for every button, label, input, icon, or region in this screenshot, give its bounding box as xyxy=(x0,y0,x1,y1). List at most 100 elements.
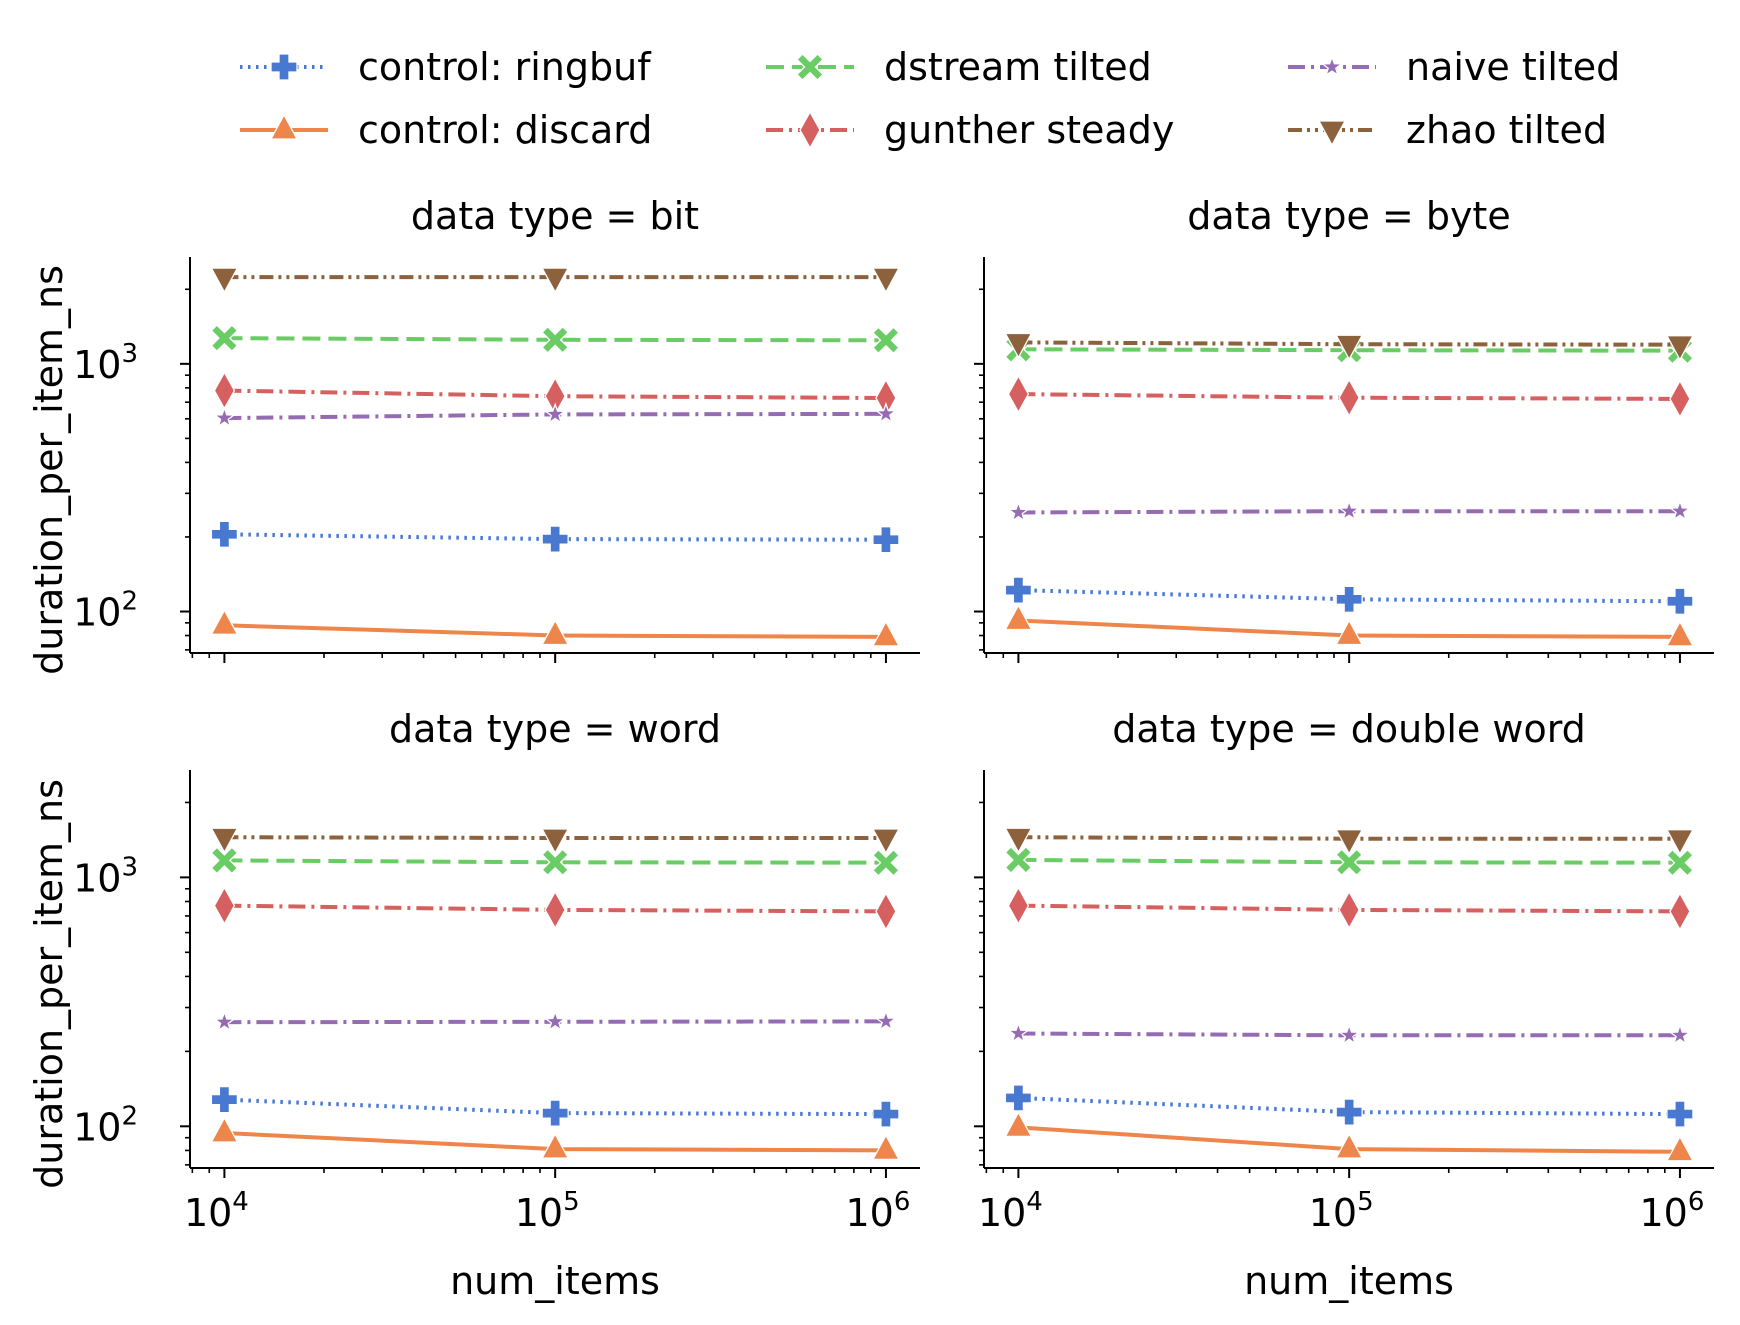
data-point xyxy=(875,892,897,931)
data-point xyxy=(1337,1023,1361,1046)
data-point xyxy=(541,1132,570,1159)
data-point xyxy=(1666,1100,1694,1128)
data-point xyxy=(871,1134,901,1161)
data-point xyxy=(210,1085,239,1114)
data-point xyxy=(210,1116,239,1143)
series-zhao-tilted xyxy=(1004,332,1695,362)
subplot-title: data type = double word xyxy=(1112,707,1586,751)
data-point xyxy=(1668,1023,1692,1046)
data-point xyxy=(871,620,901,647)
data-point xyxy=(1007,500,1030,523)
series-control-ringbuf xyxy=(210,1085,900,1128)
series-control-ringbuf xyxy=(1004,1084,1694,1128)
series-zhao-tilted xyxy=(210,267,901,294)
data-point xyxy=(1004,1084,1033,1112)
legend-marker-thin-diamond xyxy=(799,110,821,150)
series-control-ringbuf xyxy=(210,520,900,554)
data-point xyxy=(1665,335,1695,362)
legend: control: ringbuf control: discard dstream … xyxy=(240,45,1620,152)
data-point xyxy=(1335,585,1363,613)
series-gunther-steady xyxy=(213,886,897,931)
data-point xyxy=(1004,576,1033,604)
data-point xyxy=(541,325,570,354)
y-tick-label: 103 xyxy=(73,852,138,900)
data-point xyxy=(543,402,567,425)
y-tick-label: 103 xyxy=(73,339,138,387)
legend-marker-triangle-up xyxy=(269,113,299,140)
data-point xyxy=(1335,829,1364,856)
x-axis-label: num_items xyxy=(1244,1259,1454,1303)
y-tick-label: 102 xyxy=(73,587,138,635)
legend-label: gunther steady xyxy=(884,108,1174,152)
series-line xyxy=(224,858,886,865)
subplot-title: data type = word xyxy=(389,707,721,751)
series-control-discard xyxy=(1004,1111,1695,1162)
legend-marker-plus-filled xyxy=(270,53,298,81)
data-point xyxy=(1007,374,1030,414)
series-control-discard xyxy=(1004,604,1695,647)
data-point xyxy=(213,406,236,428)
legend-marker-x-filled xyxy=(796,53,824,81)
data-point xyxy=(210,846,239,875)
legend-item-gunther-steady: gunther steady xyxy=(766,108,1174,152)
data-point xyxy=(1668,499,1692,521)
data-point xyxy=(541,619,570,646)
data-point xyxy=(210,520,239,548)
subplot-data-type-bit: data type = bit 103 102duration_per_item_n… xyxy=(27,194,920,675)
series-gunther-steady xyxy=(1007,886,1691,931)
data-point xyxy=(541,848,570,877)
data-point xyxy=(1669,379,1691,419)
y-axis-label: duration_per_item_ns xyxy=(27,779,71,1189)
data-point xyxy=(1335,1132,1364,1159)
legend-item-control-discard: control: discard xyxy=(240,108,652,152)
legend-label: control: discard xyxy=(358,108,652,152)
data-point xyxy=(872,1100,900,1128)
legend-label: zhao tilted xyxy=(1406,108,1607,152)
data-point xyxy=(871,267,901,294)
legend-item-zhao-tilted: zhao tilted xyxy=(1288,108,1607,152)
series-line xyxy=(1018,340,1680,347)
data-point xyxy=(1338,890,1360,930)
series-dstream-tilted xyxy=(210,846,900,877)
data-point xyxy=(1669,892,1691,931)
x-axis-label: num_items xyxy=(450,1259,660,1303)
legend-item-control-ringbuf: control: ringbuf xyxy=(240,45,652,89)
series-naive-tilted xyxy=(1007,1021,1692,1046)
data-point xyxy=(872,326,900,355)
subplot-title: data type = bit xyxy=(411,194,699,238)
subplot-grid: data type = bit103102duration_per_item_n… xyxy=(27,194,1714,1303)
series-line xyxy=(224,835,886,840)
series-zhao-tilted xyxy=(1004,827,1695,856)
series-line xyxy=(1018,835,1680,841)
subplot-data-type-double-word: data type = double word 104 105 106 num_item… xyxy=(974,707,1714,1303)
series-gunther-steady xyxy=(213,371,897,418)
data-point xyxy=(213,1010,236,1032)
series-line xyxy=(1018,857,1680,865)
data-point xyxy=(1007,886,1030,925)
y-tick-label: 102 xyxy=(73,1101,138,1149)
subplot-data-type-word: data type = word 103 102 104 105 106 num_items… xyxy=(27,707,920,1303)
data-point xyxy=(543,1009,567,1032)
data-point xyxy=(1665,620,1695,647)
data-point xyxy=(1335,334,1364,361)
data-point xyxy=(541,525,569,553)
legend-label: dstream tilted xyxy=(884,45,1152,89)
data-point xyxy=(1004,1111,1033,1138)
legend-marker-star xyxy=(1320,55,1344,77)
legend-item-dstream-tilted: dstream tilted xyxy=(766,45,1152,89)
data-point xyxy=(1335,619,1364,646)
series-line xyxy=(224,336,886,343)
data-point xyxy=(1004,846,1033,874)
x-tick-label: 106 xyxy=(845,1187,910,1235)
data-point xyxy=(1338,378,1360,418)
data-point xyxy=(544,890,566,930)
data-point xyxy=(1004,332,1033,359)
x-tick-label: 105 xyxy=(515,1187,580,1235)
data-point xyxy=(541,1099,569,1127)
legend-marker-triangle-down xyxy=(1317,120,1347,147)
x-tick-label: 106 xyxy=(1639,1187,1704,1235)
data-point xyxy=(1665,1135,1695,1162)
x-tick-label: 104 xyxy=(978,1187,1043,1235)
series-control-discard xyxy=(210,1116,901,1161)
data-point xyxy=(872,848,900,877)
